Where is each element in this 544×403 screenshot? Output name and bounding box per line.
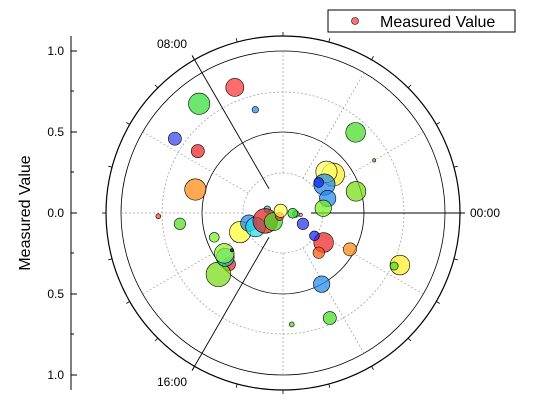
angular-tick [407,337,412,342]
data-point [313,275,331,293]
angle-labels: 08:00 00:00 16:00 [148,35,510,390]
angular-tick [235,38,238,43]
data-point [273,203,288,218]
angular-tick [108,165,113,168]
data-point [225,78,245,97]
major-spoke [191,55,270,189]
data-points [155,78,411,328]
data-point [184,178,207,201]
data-point [372,158,377,163]
minor-spoke [302,247,365,354]
data-point [313,177,324,188]
angular-tick [371,56,374,60]
data-point [167,131,182,146]
legend: Measured Value [327,9,516,33]
angle-label-bg [148,373,196,390]
polar-grid [102,32,465,394]
data-point [287,208,298,219]
angular-tick [371,366,374,370]
data-point [229,248,234,253]
angle-label: 00:00 [470,206,500,220]
angular-tick [235,383,238,388]
angle-label: 08:00 [157,37,187,51]
data-point [309,230,320,242]
data-point [188,92,211,115]
angle-label-bg [466,205,510,222]
data-point [345,181,367,202]
angular-tick [192,56,195,60]
angular-tick [453,165,458,168]
data-point [173,217,186,230]
radial-axis: 1.0 0.5 0.0 0.5 1.0 Measured Value [17,36,77,390]
angular-tick [436,122,440,125]
angular-tick [192,366,195,370]
angular-tick [108,258,113,261]
angular-tick [126,122,130,125]
angular-ticks [102,32,464,394]
minor-spoke [142,232,249,295]
angle-label-bg [148,35,196,52]
angular-tick [154,84,159,89]
data-point [298,212,303,217]
data-point [343,242,357,257]
data-point [389,261,399,271]
angular-tick [154,337,159,342]
data-point [289,321,295,328]
angular-tick [453,258,458,261]
angular-tick [436,301,440,304]
radial-tick-label: 1.0 [47,44,64,58]
legend-marker [351,17,359,25]
radial-tick-label: 0.5 [47,125,64,139]
data-point [214,243,235,264]
angular-tick [328,38,331,43]
y-axis-title: Measured Value [17,155,34,270]
angular-spokes [121,51,465,375]
legend-box [327,9,516,33]
minor-spoke [142,131,249,194]
angular-tick [328,383,331,388]
radial-tick-label: 1.0 [47,368,64,382]
data-point [345,122,366,143]
data-point [314,199,332,217]
minor-spoke [302,72,365,179]
data-point [155,213,162,220]
major-spoke [191,237,270,371]
minor-spoke [317,232,424,295]
angular-tick [126,301,130,304]
data-point [322,311,337,325]
data-point [190,144,205,158]
radial-tick-label: 0.5 [47,287,64,301]
data-point [312,246,325,259]
data-point [251,106,259,114]
data-point [209,232,220,243]
radial-tick-label: 0.0 [47,206,64,220]
data-point [296,217,309,230]
angular-tick [407,84,412,89]
legend-label: Measured Value [380,14,495,31]
angle-label: 16:00 [157,375,187,389]
